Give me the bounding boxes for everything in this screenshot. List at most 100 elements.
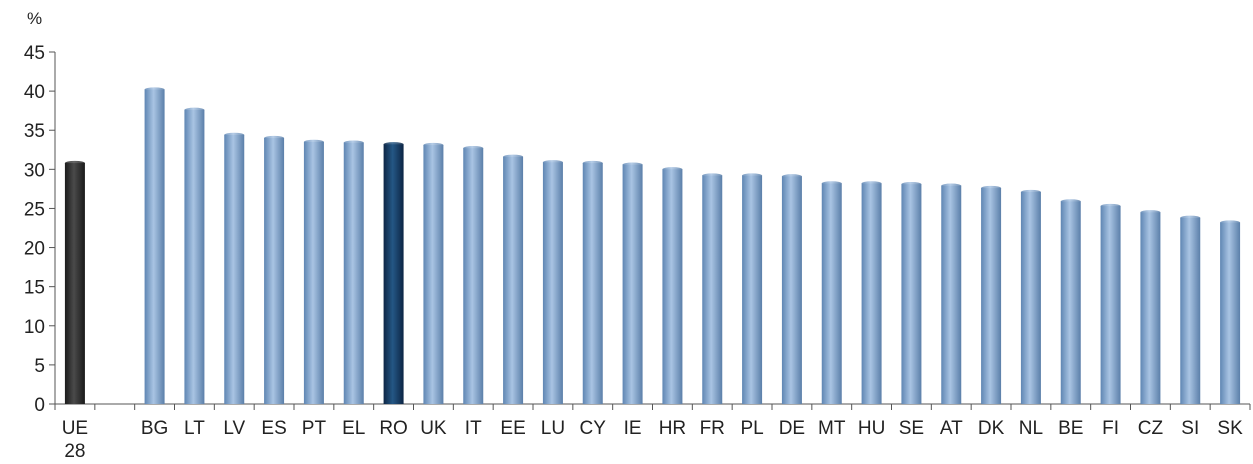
x-category-label: BG: [141, 418, 168, 439]
y-tick-label: 20: [24, 239, 45, 260]
bar-el: [343, 142, 364, 404]
bar-cz: [1140, 212, 1161, 404]
x-category-label: DE: [779, 418, 805, 439]
bar-cap: [64, 160, 85, 166]
x-category-label: MT: [818, 418, 846, 439]
bar-sk: [1220, 222, 1241, 404]
x-category-label: SI: [1181, 418, 1199, 439]
x-category-label: NL: [1019, 418, 1043, 439]
bar-pt: [303, 141, 324, 404]
bar-cap: [1180, 215, 1201, 221]
bar-ee: [503, 156, 524, 404]
x-category-label: AT: [940, 418, 963, 439]
bar-hu: [861, 183, 882, 404]
bar-cap: [383, 142, 404, 147]
x-category-label: LT: [184, 418, 205, 439]
bar-cap: [463, 146, 484, 151]
bar-uk: [423, 145, 444, 404]
bar-pl: [742, 175, 763, 404]
bar-cap: [224, 132, 245, 138]
bar-cap: [941, 183, 962, 188]
y-tick-label: 5: [34, 356, 45, 377]
bar-cap: [742, 173, 763, 178]
x-category-label: SE: [899, 418, 924, 439]
bar-series: [64, 87, 1241, 405]
bar-cap: [662, 167, 683, 172]
x-category-label: PT: [302, 418, 327, 439]
bar-dk: [981, 188, 1002, 404]
bar-fi: [1100, 206, 1121, 404]
bar-es: [264, 138, 285, 405]
x-category-label: RO: [379, 418, 408, 439]
x-category-label: HR: [659, 418, 686, 439]
x-category-label: EL: [342, 418, 365, 439]
y-tick-label: 10: [24, 317, 45, 338]
bar-lv: [224, 134, 245, 404]
y-tick-label: 40: [24, 82, 45, 103]
bar-fr: [702, 175, 723, 404]
x-category-label: EE: [500, 418, 525, 439]
x-category-label: PL: [740, 418, 763, 439]
bar-cap: [1060, 199, 1081, 204]
bar-ue: [64, 163, 85, 404]
bar-cap: [184, 107, 205, 113]
x-category-label: BE: [1058, 418, 1083, 439]
bar-cap: [542, 160, 563, 165]
y-tick-label: 0: [34, 395, 45, 416]
bar-cap: [981, 185, 1002, 191]
y-tick-label: 15: [24, 278, 45, 299]
x-category-label: FR: [700, 418, 725, 439]
bar-cap: [702, 173, 723, 178]
x-category-label: LU: [541, 418, 565, 439]
bar-de: [781, 176, 802, 404]
bar-cap: [1020, 189, 1041, 195]
y-axis-unit-label: %: [27, 9, 42, 28]
bar-cap: [144, 87, 165, 92]
x-category-label: LV: [223, 418, 245, 439]
y-tick-label: 45: [24, 43, 45, 64]
y-tick-label: 35: [24, 121, 45, 142]
y-tick-label: 30: [24, 160, 45, 181]
bar-cap: [1220, 220, 1241, 225]
bar-ro: [383, 144, 404, 404]
bar-cap: [901, 181, 922, 187]
x-category-label: UE: [62, 418, 88, 439]
x-category-label: DK: [978, 418, 1005, 439]
bar-cap: [1100, 203, 1121, 209]
bar-cap: [303, 139, 324, 145]
x-category-label: ES: [261, 418, 286, 439]
bar-be: [1060, 201, 1081, 404]
bar-lt: [184, 109, 205, 404]
bar-cap: [582, 160, 603, 166]
bar-nl: [1020, 192, 1041, 404]
bar-cap: [821, 181, 842, 186]
bar-cap: [264, 135, 285, 141]
bar-cap: [1140, 210, 1161, 215]
bar-cap: [343, 140, 364, 145]
bar-bg: [144, 89, 165, 405]
x-category-label-line2: 28: [64, 441, 85, 462]
x-category-label: SK: [1217, 418, 1243, 439]
bar-cap: [861, 181, 882, 186]
y-tick-label: 25: [24, 199, 45, 220]
bar-ie: [622, 164, 643, 404]
bar-cap: [503, 154, 524, 160]
bar-it: [463, 148, 484, 404]
bar-at: [941, 185, 962, 404]
x-category-label: IT: [465, 418, 482, 439]
bar-cap: [423, 142, 444, 148]
bar-mt: [821, 183, 842, 404]
y-axis-ticks: 0 5 10 15 20 25 30 35 40 45: [24, 43, 55, 416]
x-category-label: IE: [624, 418, 642, 439]
bar-cy: [582, 163, 603, 404]
bar-hr: [662, 169, 683, 404]
bar-lu: [542, 162, 563, 404]
x-category-label: HU: [858, 418, 885, 439]
x-category-label: FI: [1102, 418, 1119, 439]
bar-cap: [622, 162, 643, 167]
x-category-label: CZ: [1138, 418, 1164, 439]
x-category-label: CY: [580, 418, 607, 439]
bar-se: [901, 184, 922, 404]
